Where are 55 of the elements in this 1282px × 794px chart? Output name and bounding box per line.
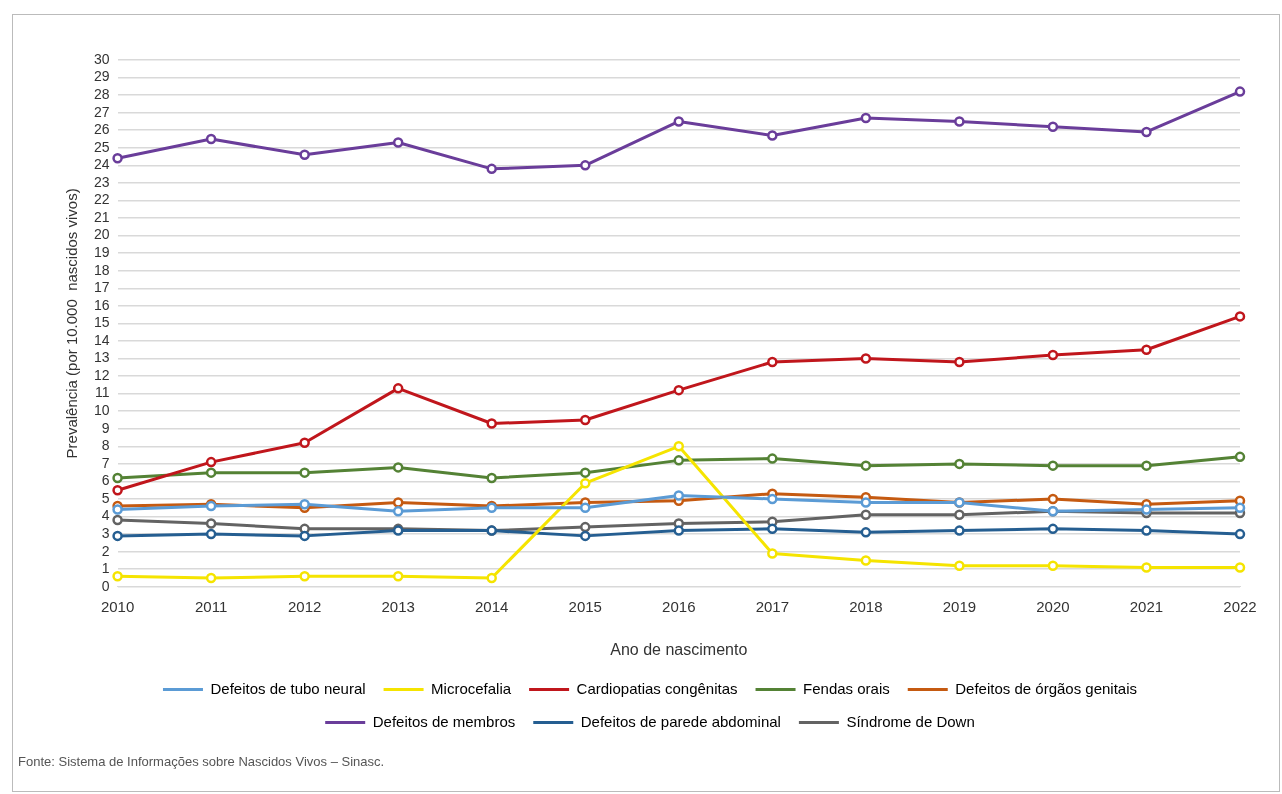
y-tick-label: 3 — [101, 524, 110, 541]
x-tick-label: 2010 — [100, 597, 135, 615]
y-tick-label: 21 — [93, 208, 110, 225]
y-tick-label: 24 — [93, 156, 110, 173]
legend-label: Defeitos de órgãos genitais — [955, 679, 1138, 697]
legend-label: Fendas orais — [803, 679, 890, 697]
y-tick-label: 17 — [93, 279, 110, 296]
x-tick-label: 2020 — [1036, 597, 1070, 615]
x-axis-title: Ano de nascimento — [610, 640, 748, 658]
legend-label: Defeitos de membros — [372, 712, 516, 730]
y-tick-label: 18 — [93, 261, 110, 278]
y-tick-label: 16 — [93, 296, 110, 313]
y-tick-label: 8 — [101, 437, 110, 454]
y-tick-label: 4 — [101, 507, 110, 524]
x-tick-label: 2011 — [194, 597, 228, 615]
y-tick-label: 30 — [93, 50, 110, 67]
x-tick-label: 2014 — [475, 597, 509, 615]
y-tick-label: 12 — [93, 366, 110, 383]
x-tick-label: 2019 — [942, 597, 977, 615]
y-tick-label: 23 — [93, 173, 110, 190]
y-tick-label: 29 — [93, 68, 110, 85]
y-tick-label: 26 — [93, 121, 110, 138]
x-tick-label: 2022 — [1223, 597, 1257, 615]
y-tick-label: 20 — [93, 226, 110, 243]
y-axis-title: Prevalência (por 10.000 nascidos vivos) — [63, 188, 81, 459]
y-tick-label: 0 — [101, 577, 110, 594]
x-tick-label: 2015 — [568, 597, 602, 615]
legend-label: Microcefalia — [431, 679, 512, 697]
legend-label: Síndrome de Down — [846, 712, 975, 730]
y-tick-label: 7 — [101, 454, 110, 471]
y-tick-label: 15 — [93, 314, 110, 331]
y-tick-label: 19 — [93, 244, 110, 261]
legend-label: Cardiopatias congênitas — [576, 679, 738, 697]
legend-label: Defeitos de parede abdominal — [580, 712, 781, 730]
x-tick-label: 2013 — [381, 597, 415, 615]
y-tick-label: 5 — [101, 489, 110, 506]
y-tick-label: 9 — [101, 419, 110, 436]
x-tick-label: 2018 — [849, 597, 883, 615]
source-note: Fonte: Sistema de Informações sobre Nascidos Vivos – Sinasc. — [18, 754, 385, 769]
y-tick-label: 22 — [93, 191, 110, 208]
y-tick-label: 14 — [93, 331, 110, 348]
y-tick-label: 2 — [101, 542, 110, 559]
x-tick-label: 2021 — [1129, 597, 1164, 615]
y-tick-label: 28 — [93, 85, 110, 102]
x-tick-label: 2017 — [755, 597, 790, 615]
y-tick-label: 25 — [93, 138, 110, 155]
y-tick-label: 6 — [101, 472, 110, 489]
x-tick-label: 2012 — [287, 597, 322, 615]
y-tick-label: 11 — [95, 384, 110, 401]
y-tick-label: 27 — [93, 103, 110, 120]
y-tick-label: 13 — [93, 349, 110, 366]
y-tick-label: 1 — [101, 560, 110, 577]
y-tick-label: 10 — [93, 402, 110, 419]
x-tick-label: 2016 — [662, 597, 696, 615]
legend-label: Defeitos de tubo neural — [210, 679, 366, 697]
